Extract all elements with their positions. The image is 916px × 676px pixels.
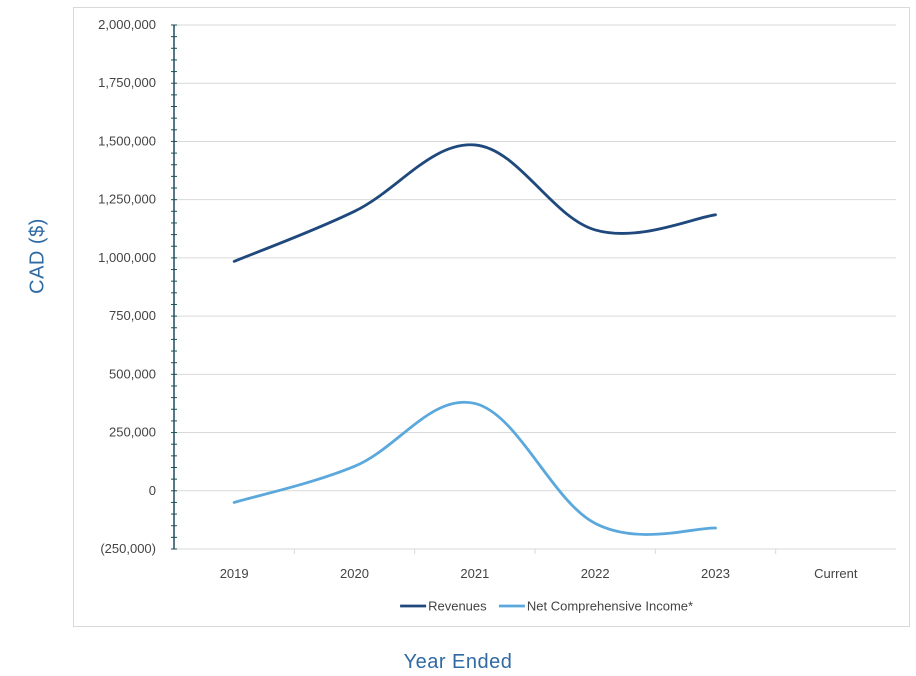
- x-tick-label: 2022: [581, 566, 610, 581]
- y-tick-label: 1,500,000: [98, 133, 156, 148]
- x-tick-label: 2020: [340, 566, 369, 581]
- x-tick-label: 2021: [460, 566, 489, 581]
- series-lines: [232, 143, 717, 536]
- y-tick-label: (250,000): [100, 541, 156, 556]
- y-tick-label: 1,250,000: [98, 192, 156, 207]
- y-tick-label: 1,750,000: [98, 75, 156, 90]
- gridlines: [174, 24, 896, 550]
- y-tick-label: 0: [149, 483, 156, 498]
- legend: Revenues Net Comprehensive Income*: [400, 599, 693, 614]
- x-tick-label: 2023: [701, 566, 730, 581]
- y-tick-label: 1,000,000: [98, 250, 156, 265]
- series-line-revenues: [232, 143, 717, 263]
- legend-label: Net Comprehensive Income*: [527, 599, 693, 614]
- legend-label: Revenues: [428, 599, 487, 614]
- y-tick-label: 750,000: [109, 308, 156, 323]
- y-tick-label: 250,000: [109, 425, 156, 440]
- tick-labels: (250,000) 0 250,000 500,000 750,000 1,000,000…: [98, 17, 858, 581]
- series-line-net-comprehensive-income: [232, 400, 717, 536]
- x-tick-label: 2019: [220, 566, 249, 581]
- axes: [171, 24, 777, 554]
- x-axis-title: Year Ended: [403, 651, 513, 673]
- y-tick-label: 2,000,000: [98, 17, 156, 32]
- chart-frame: [73, 7, 910, 627]
- y-tick-label: 500,000: [109, 366, 156, 381]
- x-tick-label: Current: [814, 566, 858, 581]
